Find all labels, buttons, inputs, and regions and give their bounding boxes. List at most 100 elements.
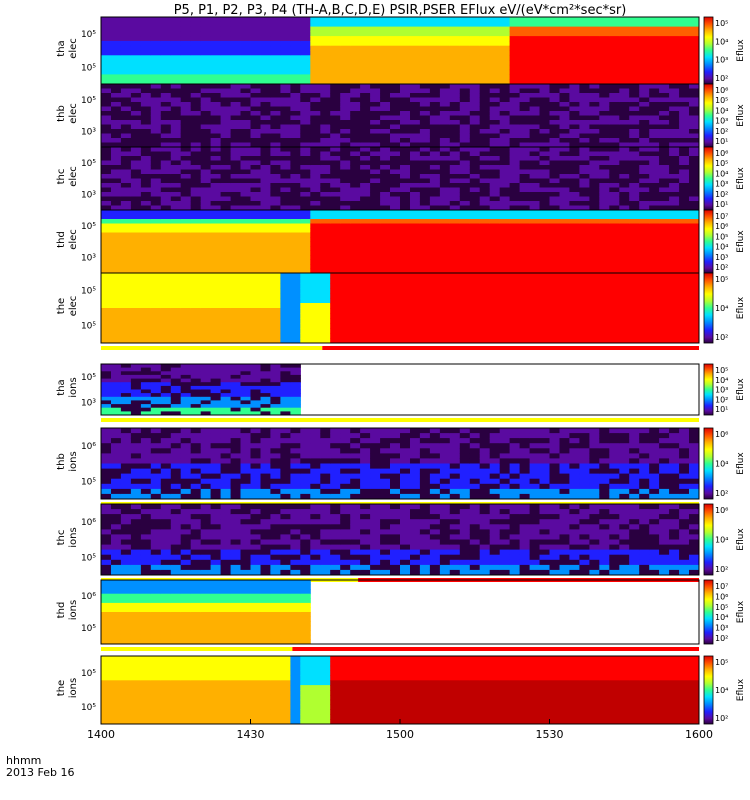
- heatmap-cell: [519, 219, 531, 224]
- heatmap-cell: [469, 142, 481, 148]
- heatmap-cell: [380, 268, 391, 274]
- heatmap-cell: [390, 129, 401, 134]
- heatmap-cell: [689, 328, 700, 334]
- heatmap-cell: [629, 278, 640, 284]
- heatmap-cell: [559, 313, 570, 319]
- heatmap-cell: [380, 151, 391, 157]
- heatmap-cell: [180, 428, 192, 434]
- heatmap-cell: [140, 26, 152, 32]
- heatmap-cell: [400, 205, 411, 211]
- heatmap-cell: [489, 138, 501, 143]
- heatmap-cell: [240, 407, 251, 412]
- heatmap-cell: [439, 318, 451, 324]
- heatmap-cell: [230, 473, 242, 480]
- heatmap-cell: [111, 371, 122, 376]
- heatmap-cell: [439, 205, 451, 211]
- heatmap-cell: [599, 21, 610, 28]
- heatmap-cell: [150, 396, 162, 401]
- heatmap-cell: [210, 133, 222, 139]
- heatmap-cell: [250, 255, 261, 260]
- heatmap-cell: [200, 210, 212, 215]
- heatmap-cell: [539, 120, 550, 125]
- heatmap-cell: [210, 174, 222, 179]
- heatmap-cell: [200, 438, 212, 444]
- heatmap-cell: [230, 187, 242, 193]
- heatmap-cell: [669, 147, 680, 152]
- heatmap-cell: [549, 283, 560, 289]
- heatmap-cell: [300, 156, 311, 161]
- heatmap-cell: [300, 160, 311, 166]
- heatmap-cell: [260, 88, 271, 94]
- heatmap-cell: [609, 84, 620, 89]
- heatmap-cell: [140, 371, 152, 376]
- heatmap-cell: [649, 26, 660, 32]
- heatmap-cell: [200, 21, 212, 28]
- heatmap-cell: [679, 50, 690, 56]
- heatmap-cell: [250, 298, 261, 304]
- heatmap-cell: [310, 237, 321, 242]
- heatmap-cell: [260, 55, 271, 61]
- heatmap-cell: [330, 138, 341, 143]
- heatmap-cell: [280, 453, 291, 459]
- heatmap-cell: [589, 255, 600, 260]
- heatmap-cell: [509, 93, 521, 98]
- heatmap-cell: [639, 333, 650, 339]
- heatmap-cell: [200, 259, 212, 265]
- heatmap-cell: [101, 458, 112, 464]
- heatmap-cell: [629, 174, 640, 179]
- heatmap-cell: [310, 453, 321, 459]
- heatmap-cell: [469, 250, 481, 256]
- heatmap-cell: [240, 378, 251, 383]
- heatmap-cell: [549, 165, 560, 170]
- heatmap-cell: [330, 308, 341, 314]
- colorbar-tick-label: 10⁵: [715, 366, 728, 375]
- heatmap-cell: [270, 196, 281, 202]
- heatmap-cell: [320, 463, 331, 470]
- heatmap-cell: [659, 318, 670, 324]
- heatmap-cell: [190, 147, 202, 152]
- heatmap-cell: [230, 385, 242, 390]
- heatmap-cell: [509, 147, 521, 152]
- heatmap-cell: [250, 84, 261, 89]
- heatmap-cell: [619, 237, 630, 242]
- heatmap-cell: [649, 255, 660, 260]
- heatmap-cell: [260, 45, 271, 51]
- heatmap-cell: [529, 268, 541, 274]
- heatmap-cell: [200, 214, 212, 220]
- heatmap-cell: [230, 69, 242, 75]
- heatmap-cell: [180, 303, 192, 309]
- panel-probe-label: thd: [56, 231, 67, 248]
- heatmap-cell: [549, 151, 560, 157]
- heatmap-cell: [250, 237, 261, 242]
- heatmap-cell: [689, 210, 700, 215]
- heatmap-cell: [509, 308, 521, 314]
- heatmap-cell: [529, 102, 541, 107]
- heatmap-cell: [419, 283, 431, 289]
- heatmap-cell: [220, 228, 232, 233]
- heatmap-cell: [449, 115, 461, 121]
- heatmap-cell: [101, 219, 112, 224]
- heatmap-cell: [589, 133, 600, 139]
- heatmap-cell: [519, 333, 531, 339]
- heatmap-cell: [589, 283, 600, 289]
- heatmap-cell: [529, 147, 541, 152]
- heatmap-cell: [140, 404, 152, 409]
- heatmap-cell: [370, 183, 381, 188]
- heatmap-cell: [111, 250, 122, 256]
- heatmap-cell: [599, 313, 610, 319]
- heatmap-cell: [300, 84, 311, 89]
- heatmap-cell: [599, 133, 610, 139]
- heatmap-cell: [160, 174, 172, 179]
- heatmap-cell: [230, 273, 242, 279]
- heatmap-cell: [150, 404, 162, 409]
- heatmap-cell: [220, 174, 232, 179]
- heatmap-cell: [400, 201, 411, 206]
- heatmap-cell: [290, 97, 301, 103]
- heatmap-cell: [459, 201, 471, 206]
- heatmap-cell: [170, 133, 182, 139]
- heatmap-cell: [429, 228, 441, 233]
- heatmap-cell: [160, 488, 172, 495]
- heatmap-cell: [599, 169, 610, 175]
- heatmap-cell: [260, 124, 271, 130]
- heatmap-cell: [410, 328, 421, 334]
